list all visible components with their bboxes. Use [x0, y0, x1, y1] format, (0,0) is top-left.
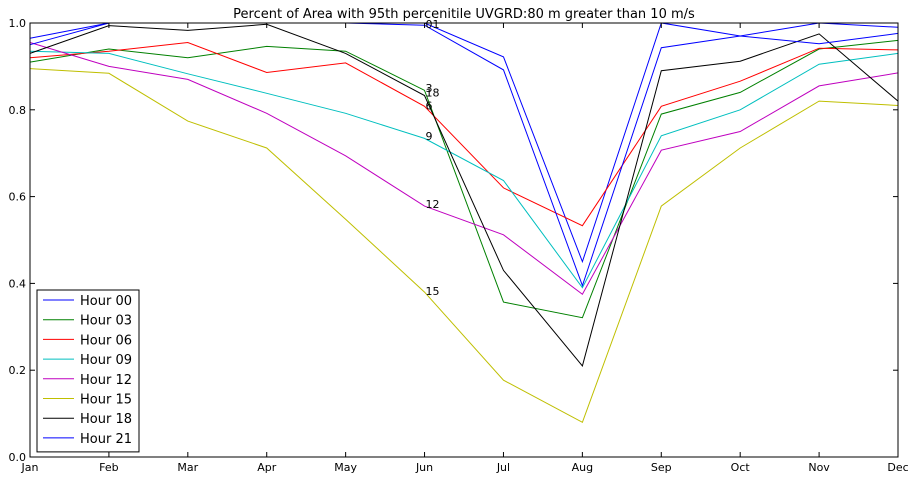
x-tick-label: Aug [572, 461, 593, 474]
annotation-label: 01 [426, 18, 440, 31]
annotation-label: 18 [426, 86, 440, 99]
legend-box [36, 289, 140, 453]
legend-label: Hour 06 [80, 333, 132, 348]
series-line-hour-00 [29, 22, 899, 264]
legend-label: Hour 03 [80, 314, 132, 329]
annotation-label: 3 [426, 82, 433, 95]
chart-title: Percent of Area with 95th percenitile UV… [233, 7, 695, 22]
series-line-hour-15 [29, 68, 899, 424]
series-line-hour-06 [29, 41, 899, 227]
x-tick-label: Jun [415, 461, 433, 474]
annotation-label: 9 [426, 130, 433, 143]
series-line-hour-12 [29, 42, 899, 296]
series-line-hour-18 [29, 23, 899, 367]
x-tick-label: Apr [257, 461, 277, 474]
legend-label: Hour 09 [80, 353, 132, 368]
y-tick-label: 0.2 [9, 364, 27, 377]
legend: Hour 00 Hour 03 Hour 06 Hour 09 Hour 12 Hour … [36, 289, 140, 453]
x-tick-label: Jan [21, 461, 39, 474]
tick-layer: Jan Feb Mar Apr May Jun Jul Aug Sep Oct Nov Dec 0.0 0… [9, 17, 909, 474]
legend-label: Hour 12 [80, 373, 132, 388]
x-tick-label: May [334, 461, 357, 474]
series-line-hour-21 [29, 22, 899, 288]
legend-label: Hour 18 [80, 412, 132, 427]
y-tick-label: 0.4 [9, 277, 27, 290]
y-tick-label: 0.8 [9, 104, 27, 117]
annotation-label: 12 [426, 198, 440, 211]
legend-label: Hour 15 [80, 393, 132, 408]
annotation-label: 6 [426, 100, 433, 113]
y-tick-label: 0.0 [9, 451, 27, 464]
series-layer [29, 22, 899, 424]
x-tick-label: Dec [887, 461, 908, 474]
legend-label: Hour 21 [80, 432, 132, 447]
y-tick-label: 1.0 [9, 17, 27, 30]
annotation-label: 15 [426, 285, 440, 298]
x-tick-label: Sep [651, 461, 672, 474]
x-tick-label: Jul [496, 461, 510, 474]
y-tick-label: 0.6 [9, 191, 27, 204]
x-tick-label: Oct [731, 461, 751, 474]
x-tick-label: Feb [99, 461, 118, 474]
series-line-hour-03 [29, 39, 899, 319]
series-line-hour-09 [29, 50, 899, 289]
legend-label: Hour 00 [80, 294, 132, 309]
plot-frame [29, 22, 899, 458]
x-tick-label: Nov [808, 461, 830, 474]
x-tick-label: Mar [177, 461, 198, 474]
